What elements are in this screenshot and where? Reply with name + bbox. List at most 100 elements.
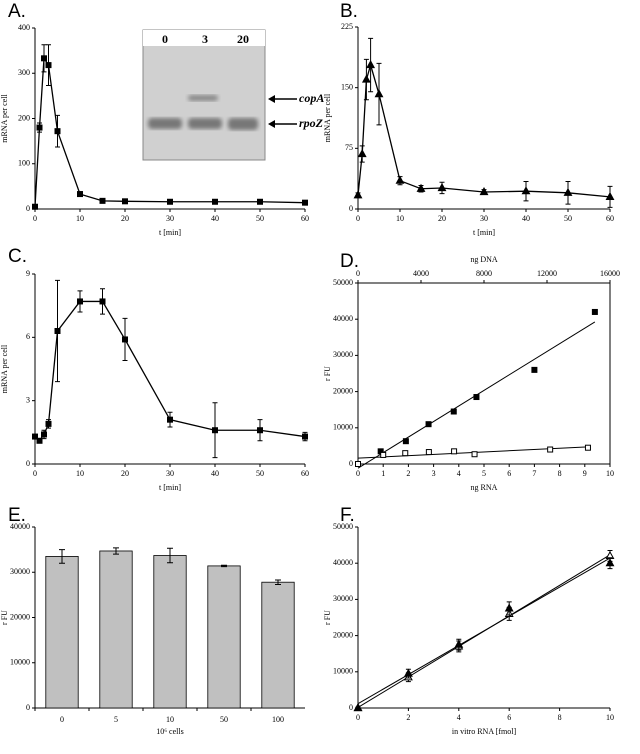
x-tick-label: 30	[166, 214, 174, 223]
marker	[122, 198, 128, 205]
x2-tick-label: 16000	[600, 269, 620, 278]
x-tick-label: 50	[220, 715, 228, 724]
marker	[605, 191, 615, 200]
marker	[257, 427, 263, 434]
x-axis-label: t [min]	[159, 483, 181, 492]
x-axis-label: in vitro RNA [fmol]	[452, 727, 517, 736]
y-tick-label: 225	[341, 22, 353, 31]
x-tick-label: 50	[256, 214, 264, 223]
marker	[425, 421, 432, 428]
error-bar	[167, 547, 173, 564]
marker	[77, 191, 83, 198]
marker	[32, 203, 38, 210]
marker	[36, 437, 43, 444]
gel-header	[143, 30, 265, 46]
y-tick-label: 40000	[333, 314, 353, 323]
x-tick-label: 10	[606, 713, 614, 722]
bar	[99, 550, 133, 709]
x-tick-label: 1	[381, 469, 385, 478]
x-tick-label: 50	[256, 469, 264, 478]
y-tick-label: 40000	[333, 558, 353, 567]
y-tick-label: 30000	[10, 567, 30, 576]
x-tick-label: 4	[457, 713, 461, 722]
marker	[451, 448, 458, 455]
marker	[416, 183, 426, 192]
marker	[531, 366, 538, 373]
x-tick-label: 40	[211, 214, 219, 223]
x-tick-label: 0	[356, 713, 360, 722]
marker	[437, 182, 447, 192]
marker	[353, 190, 363, 199]
marker	[257, 198, 263, 205]
marker	[380, 451, 387, 458]
marker	[584, 444, 591, 451]
marker	[402, 450, 409, 457]
marker	[563, 187, 573, 196]
marker	[355, 461, 361, 467]
y-axis-label: mRNA per cell	[0, 344, 9, 393]
marker	[591, 308, 598, 315]
x-tick-label: 60	[301, 214, 309, 223]
x-axis-label: t [min]	[473, 228, 495, 237]
lane-label: 20	[237, 32, 249, 46]
x-tick-label: 10	[166, 715, 174, 724]
gel-band	[188, 95, 218, 101]
x-tick-label: 5	[482, 469, 486, 478]
x2-tick-label: 0	[356, 269, 360, 278]
x2-axis-label: ng DNA	[470, 255, 498, 264]
x-tick-label: 10	[396, 214, 404, 223]
x-tick-label: 100	[272, 715, 284, 724]
marker	[521, 186, 531, 195]
x-tick-label: 8	[558, 713, 562, 722]
x-tick-label: 3	[432, 469, 436, 478]
x-tick-label: 4	[457, 469, 461, 478]
x2-tick-label: 12000	[537, 269, 557, 278]
arrow-head	[268, 120, 275, 128]
trend-line	[357, 557, 611, 705]
x-tick-label: 30	[166, 469, 174, 478]
panel-label: F.	[340, 505, 355, 526]
marker	[402, 438, 409, 445]
panel-label: E.	[8, 505, 26, 526]
marker	[302, 433, 308, 440]
bar	[207, 565, 241, 709]
marker	[302, 199, 308, 206]
marker	[54, 328, 61, 334]
x-axis-label: t [min]	[159, 228, 181, 237]
x-tick-label: 5	[114, 715, 118, 724]
marker	[361, 74, 371, 83]
y-axis-label: mRNA per cell	[0, 94, 9, 143]
lane-label: 3	[202, 32, 208, 46]
gel-inset: 0 3 20 copA rpoZ	[142, 29, 324, 161]
lane-label: 0	[162, 32, 168, 46]
x-tick-label: 10	[76, 214, 84, 223]
x-tick-label: 20	[121, 214, 129, 223]
x-tick-label: 2	[406, 713, 410, 722]
y-tick-label: 20000	[333, 386, 353, 395]
y-tick-label: 10000	[333, 667, 353, 676]
series-line	[34, 56, 306, 207]
x-tick-label: 6	[507, 469, 511, 478]
x-tick-label: 30	[480, 214, 488, 223]
bar	[261, 581, 295, 709]
marker	[605, 558, 615, 567]
marker	[32, 433, 38, 440]
marker	[77, 298, 83, 305]
marker	[212, 427, 218, 434]
x-tick-label: 8	[558, 469, 562, 478]
y-tick-label: 0	[349, 703, 353, 712]
marker	[450, 408, 457, 415]
marker	[41, 431, 47, 438]
y-axis-label: r FU	[323, 610, 332, 625]
marker	[122, 336, 128, 343]
y-tick-label: 6	[26, 332, 30, 341]
x-tick-label: 10	[76, 469, 84, 478]
x-tick-label: 0	[33, 469, 37, 478]
x-tick-label: 0	[60, 715, 64, 724]
marker	[353, 702, 363, 712]
bar	[45, 556, 79, 709]
x-tick-label: 2	[406, 469, 410, 478]
x-tick-label: 0	[33, 214, 37, 223]
